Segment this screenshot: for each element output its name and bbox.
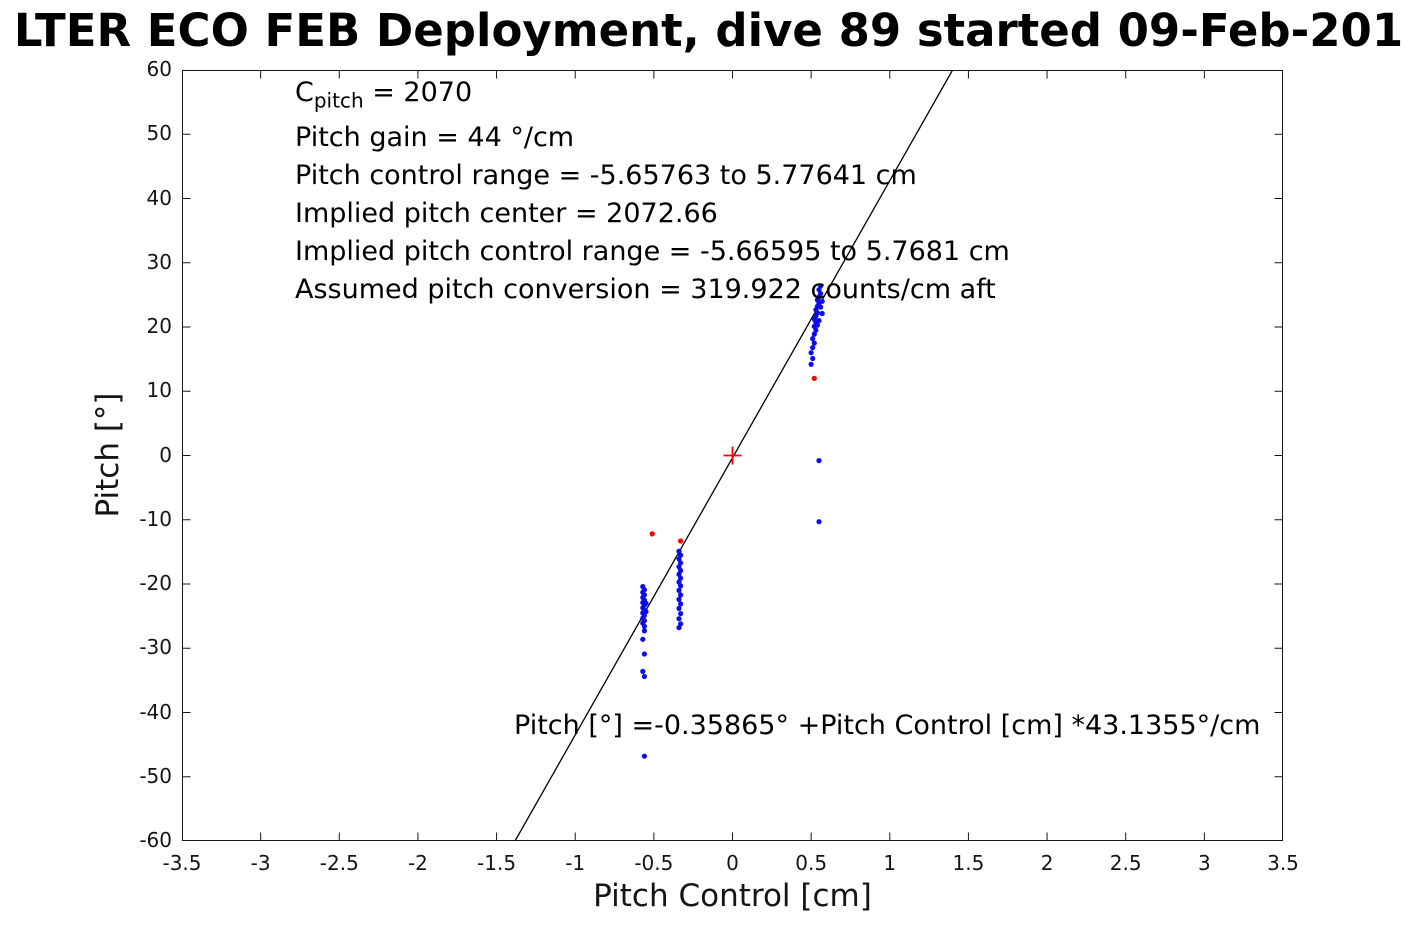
y-tick-label: 20 [146,314,172,338]
data-point-pitch-blue [676,605,682,612]
data-point-pitch-red [649,531,655,537]
y-axis-label: Pitch [°] [90,392,126,518]
x-tick-label: -2 [407,851,428,875]
data-point-pitch-blue [818,283,824,289]
y-tick-label: 60 [146,57,172,81]
annotation-implied-pitch-center: Implied pitch center = 2072.66 [295,198,718,230]
data-point-pitch-blue [811,340,817,346]
data-point-pitch-blue [678,560,684,566]
data-point-pitch-blue [816,458,822,464]
x-tick-label: 3.5 [1267,851,1299,875]
data-point-pitch-blue [641,651,647,657]
data-point-pitch-blue [678,575,684,581]
data-point-pitch-blue [678,567,684,574]
data-point-pitch-blue [641,673,647,680]
x-tick-label: -2.5 [319,851,359,875]
data-point-pitch-blue [808,350,814,356]
data-point-pitch-blue [678,583,684,589]
x-axis-label: Pitch Control [cm] [593,878,872,914]
y-tick-label: -50 [139,763,172,788]
x-tick-label: -3 [250,851,271,875]
data-point-pitch-blue [643,609,649,615]
y-tick-labels: -60 -50 -40 -30 -20 -10 0 10 20 30 40 50 60 [92,57,172,852]
data-point-pitch-blue [819,310,825,317]
y-tick-label: -20 [139,571,172,595]
data-point-pitch-blue [643,600,649,606]
x-tick-label: -0.5 [634,851,674,875]
x-tick-label: -1.5 [477,851,517,875]
data-point-pitch-blue [811,331,817,337]
y-tick-label: 40 [146,185,172,210]
plot-area: Cpitch = 2070 Pitch gain = 44 °/cm Pitch… [182,70,1283,841]
data-point-pitch-blue [640,636,646,642]
data-point-pitch-blue [641,628,647,634]
data-point-pitch-blue [676,548,682,554]
data-point-pitch-red [811,375,817,381]
plot-canvas [182,70,1283,841]
data-point-pitch-blue [810,345,816,351]
data-point-pitch-blue [641,623,647,630]
data-point-pitch-blue [810,336,816,342]
annotation-pitch-control-range: Pitch control range = -5.65763 to 5.7764… [295,160,917,192]
y-tick-label: -30 [139,635,172,660]
y-tick-label: -10 [139,506,172,531]
data-point-pitch-blue [641,753,647,759]
fit-equation: Pitch [°] =-0.35865° +Pitch Control [cm]… [514,710,1261,741]
data-point-pitch-blue [814,322,821,328]
data-point-pitch-blue [818,304,824,310]
cpitch-value: = 2070 [363,77,473,108]
cpitch-subscript: pitch [313,88,364,113]
data-point-pitch-blue [678,621,684,627]
x-tick-label: 3 [1197,851,1211,875]
data-point-pitch-blue [676,625,682,631]
x-tick-label: -1 [565,851,586,875]
y-tick-label: 10 [146,378,172,403]
x-tick-label: 0 [726,851,739,875]
data-point-pitch-blue [678,592,684,598]
x-tick-label: 1.5 [952,851,985,875]
data-point-pitch-red [678,538,684,544]
x-tick-label: 2 [1040,851,1054,875]
data-point-pitch-blue [808,361,814,367]
annotation-block: Cpitch = 2070 Pitch gain = 44 °/cm Pitch… [295,74,1010,309]
chart-title: LTER ECO FEB Deployment, dive 89 started… [13,4,1404,57]
y-tick-label: 50 [146,121,172,146]
x-tick-label: -3.5 [162,851,202,875]
y-tick-label: -40 [139,699,172,724]
y-tick-label: 0 [159,442,172,467]
data-point-pitch-blue [676,596,682,603]
x-tick-label: 2.5 [1109,851,1142,875]
data-point-pitch-blue [676,587,682,594]
y-tick-label: -60 [139,828,172,852]
data-point-pitch-blue [816,519,822,525]
x-tick-labels: -3.5 -3 -2.5 -2 -1.5 -1 -0.5 0 0.5 1 1.5 2 2.5 3 3.5 [162,851,1298,881]
cpitch-base: C [295,77,314,108]
x-tick-label: 1 [883,851,897,875]
data-point-pitch-blue [678,611,684,617]
data-point-pitch-blue [676,556,682,562]
data-point-pitch-blue [818,291,824,297]
data-point-pitch-blue [640,668,646,675]
data-point-pitch-blue [819,298,825,304]
annotation-cpitch: Cpitch = 2070 [295,74,1010,119]
data-point-pitch-blue [676,616,682,622]
annotation-assumed-pitch-conversion: Assumed pitch conversion = 319.922 count… [295,274,996,306]
data-point-pitch-blue [678,601,684,607]
x-tick-label: 0.5 [795,851,828,875]
data-point-pitch-blue [816,318,822,324]
annotation-implied-pitch-control-range: Implied pitch control range = -5.66595 t… [295,236,1010,268]
y-tick-label: 30 [146,249,172,274]
data-point-pitch-blue [810,355,816,362]
annotation-pitch-gain: Pitch gain = 44 °/cm [295,122,575,154]
